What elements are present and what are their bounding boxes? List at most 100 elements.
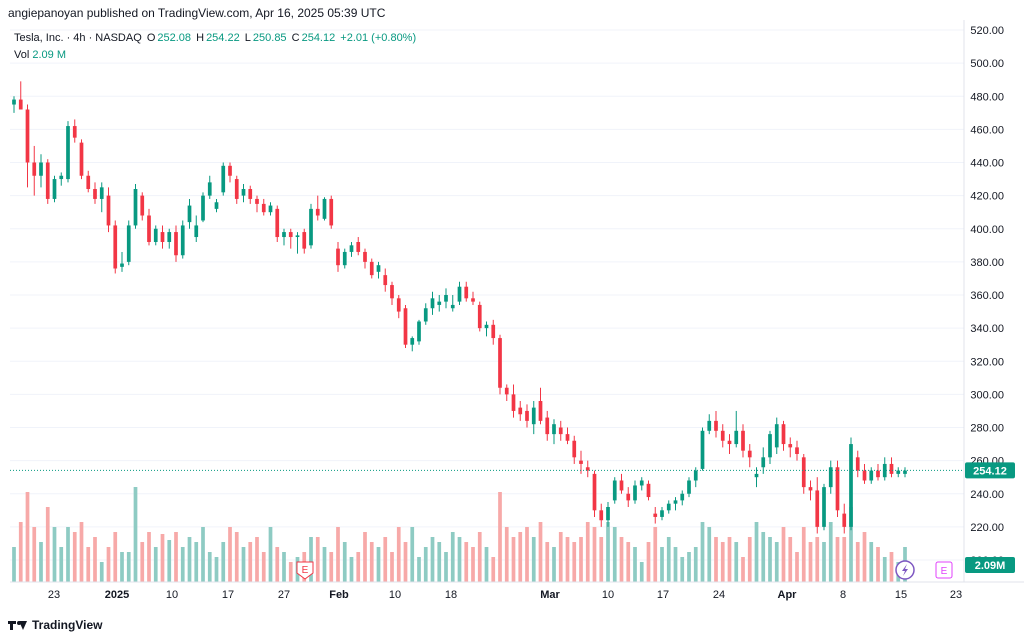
volume-bar [835, 537, 840, 582]
candle-body [774, 424, 779, 448]
low-value: 250.85 [252, 32, 287, 44]
open-label: O [146, 32, 156, 44]
candle-body [140, 195, 145, 216]
candle-body [241, 189, 246, 196]
price-tick-label: 360.00 [970, 290, 1004, 302]
candle-body [322, 198, 327, 219]
tradingview-logo[interactable]: TradingView [8, 618, 102, 632]
volume-bar [430, 537, 435, 582]
candle-body [741, 430, 745, 451]
candle-body [39, 162, 43, 176]
candle-body [795, 447, 799, 454]
candle-body [572, 440, 577, 458]
candle-body [444, 295, 448, 302]
volume-bar [241, 547, 246, 582]
close-value: 254.12 [301, 32, 336, 44]
candle-body [896, 470, 901, 474]
candle-body [336, 248, 340, 266]
time-tick-label: 10 [602, 589, 614, 601]
symbol-title[interactable]: Tesla, Inc. · 4h · NASDAQ [14, 32, 142, 44]
volume-bar [545, 542, 550, 582]
volume-bar [174, 532, 178, 582]
volume-bar [93, 537, 97, 582]
candle-body [329, 198, 334, 226]
candle-body [248, 189, 253, 199]
candle-body [869, 470, 874, 481]
candle-body [619, 480, 624, 491]
volume-bar [52, 527, 57, 582]
candle-body [315, 208, 320, 216]
change-value: +2.01 (+0.80%) [340, 32, 417, 44]
volume-bar [646, 542, 651, 582]
volume-bar [626, 542, 631, 582]
volume-bar [869, 542, 874, 582]
candle-body [457, 286, 462, 302]
volume-bar [693, 547, 698, 582]
volume-bar [592, 527, 597, 582]
candle-body [180, 225, 185, 256]
volume-bar [558, 532, 563, 582]
volume-bar [471, 547, 475, 582]
candle-body [174, 232, 178, 256]
candle-body [511, 394, 516, 411]
volume-bar [403, 542, 408, 582]
volume-bar [781, 527, 786, 582]
candle-body [52, 179, 57, 199]
time-tick-label: 10 [166, 589, 178, 601]
price-tick-label: 280.00 [970, 423, 1004, 435]
volume-bar [774, 542, 779, 582]
candle-body [585, 467, 590, 471]
candle-body [437, 301, 442, 305]
volume-bar [228, 527, 232, 582]
volume-bar [491, 557, 496, 582]
volume-bar [315, 537, 320, 582]
earnings-marker[interactable]: E [296, 561, 314, 580]
volume-label[interactable]: Vol [14, 49, 30, 61]
price-tick-label: 500.00 [970, 58, 1004, 70]
time-axis: 23 2025 10 17 27 Feb 10 18 Mar 10 17 24 Apr 8 15 23 [10, 581, 1024, 601]
volume-bar [18, 522, 23, 582]
volume-bar [714, 537, 718, 582]
candle-body [342, 251, 347, 266]
candle-body [376, 265, 381, 272]
volume-bar [822, 542, 826, 582]
candle-body [720, 430, 725, 441]
candle-body [558, 427, 563, 435]
volume-bars [12, 487, 907, 582]
candle-body [633, 485, 637, 501]
volume-bar [86, 547, 91, 582]
lightning-icon[interactable] [895, 560, 915, 580]
earnings-marker-label: E [302, 565, 309, 576]
candle-body [754, 473, 759, 478]
candle-body [369, 261, 374, 276]
symbol-legend: Tesla, Inc. · 4h · NASDAQ O 252.08 H 254.2… [14, 32, 418, 44]
candle-body [876, 470, 880, 478]
high-label: H [196, 32, 205, 44]
candle-body [72, 126, 77, 138]
volume-bar [39, 542, 43, 582]
candle-body [552, 424, 556, 435]
volume-bar [552, 547, 556, 582]
volume-bar [261, 552, 266, 582]
candle-body [120, 263, 124, 267]
candle-body [849, 444, 853, 527]
time-tick-label: 17 [657, 589, 669, 601]
candle-body [579, 460, 583, 464]
candle-body [126, 225, 131, 262]
candle-body [761, 457, 766, 468]
dividend-marker[interactable]: E [935, 561, 953, 579]
candle-body [255, 198, 259, 204]
volume-bar [612, 527, 617, 582]
high-value: 254.22 [206, 32, 240, 44]
time-tick-label: 10 [389, 589, 401, 601]
candle-body [525, 410, 529, 421]
volume-bar [147, 532, 151, 582]
volume-bar [133, 487, 138, 582]
volume-bar [653, 527, 658, 582]
volume-bar [700, 522, 705, 582]
candle-body [646, 483, 651, 498]
price-tick-label: 440.00 [970, 158, 1004, 170]
volume-bar [639, 562, 644, 582]
time-tick-label: 18 [445, 589, 457, 601]
